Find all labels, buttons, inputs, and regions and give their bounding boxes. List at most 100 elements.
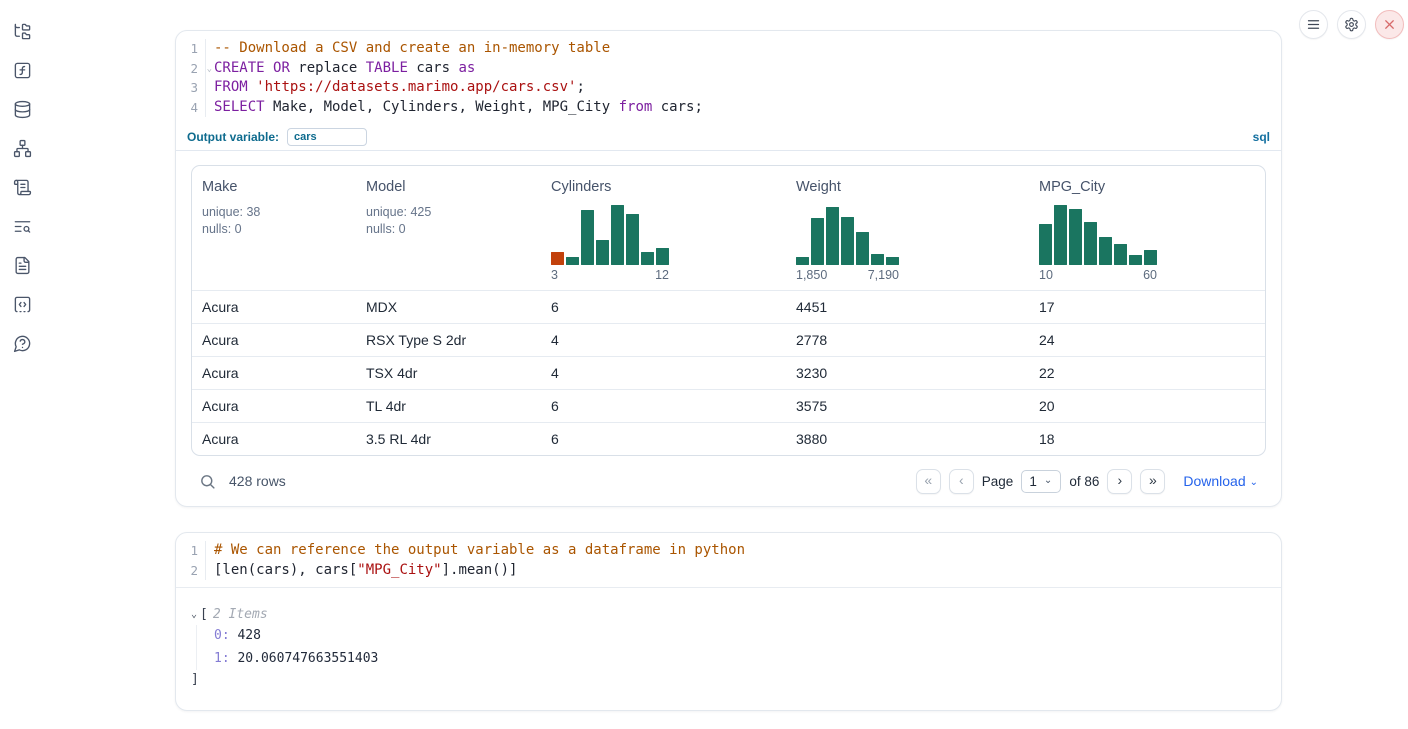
histogram-bar bbox=[1084, 222, 1097, 265]
histogram-bar bbox=[886, 257, 899, 265]
histogram-bar bbox=[856, 232, 869, 265]
page-select-value: 1 bbox=[1029, 474, 1037, 489]
code-line[interactable]: 4SELECT Make, Model, Cylinders, Weight, … bbox=[176, 98, 1281, 118]
column-header-cylinders[interactable]: Cylinders312 bbox=[541, 166, 786, 290]
snippets-icon[interactable] bbox=[11, 293, 33, 315]
column-title: Cylinders bbox=[551, 179, 776, 195]
table-row[interactable]: AcuraMDX6445117 bbox=[192, 290, 1265, 323]
table-cell: 3.5 RL 4dr bbox=[356, 431, 541, 447]
documentation-icon[interactable] bbox=[11, 254, 33, 276]
database-icon[interactable] bbox=[11, 98, 33, 120]
next-page-button[interactable]: › bbox=[1107, 469, 1132, 494]
table-row[interactable]: AcuraRSX Type S 2dr4277824 bbox=[192, 323, 1265, 356]
sql-cell: 1-- Download a CSV and create an in-memo… bbox=[175, 30, 1282, 507]
dependency-graph-icon[interactable] bbox=[11, 137, 33, 159]
table-row[interactable]: Acura3.5 RL 4dr6388018 bbox=[192, 422, 1265, 455]
cell-meta-row: Output variable: sql bbox=[176, 124, 1281, 151]
histogram-bar bbox=[551, 252, 564, 265]
column-stats: unique: 425nulls: 0 bbox=[366, 204, 531, 238]
function-icon[interactable] bbox=[11, 59, 33, 81]
column-title: Weight bbox=[796, 179, 1019, 195]
line-number: 3 bbox=[176, 78, 206, 98]
table-cell: Acura bbox=[192, 431, 356, 447]
output-variable-input[interactable] bbox=[287, 128, 367, 146]
table-row[interactable]: AcuraTSX 4dr4323022 bbox=[192, 356, 1265, 389]
column-header-weight[interactable]: Weight 1,8507,190 bbox=[786, 166, 1029, 290]
tree-open-bracket: [ bbox=[200, 604, 208, 625]
fold-chevron-icon[interactable]: ⌄ bbox=[207, 60, 212, 80]
code-line[interactable]: 2⌄CREATE OR replace TABLE cars as bbox=[176, 59, 1281, 79]
page-select[interactable]: 1 ⌄ bbox=[1021, 470, 1061, 493]
python-editor[interactable]: 1# We can reference the output variable … bbox=[176, 533, 1281, 587]
histogram-bar bbox=[581, 210, 594, 265]
column-header-model[interactable]: Model unique: 425nulls: 0 bbox=[356, 166, 541, 290]
table-cell: 17 bbox=[1029, 299, 1265, 315]
tree-item-key: 1: bbox=[214, 651, 237, 666]
table-cell: Acura bbox=[192, 299, 356, 315]
prev-page-button[interactable]: ‹ bbox=[949, 469, 974, 494]
first-page-button[interactable]: « bbox=[916, 469, 941, 494]
table-cell: 4451 bbox=[786, 299, 1029, 315]
collapse-chevron-icon[interactable]: ⌄ bbox=[191, 604, 197, 625]
column-title: Model bbox=[366, 179, 531, 195]
last-page-button[interactable]: » bbox=[1140, 469, 1165, 494]
histogram-bar bbox=[1069, 209, 1082, 265]
list-search-icon[interactable] bbox=[11, 215, 33, 237]
tree-entries: 0: 4281: 20.060747663551403 bbox=[196, 625, 1266, 670]
table-cell: Acura bbox=[192, 365, 356, 381]
table-footer: 428 rows « ‹ Page 1 ⌄ of 86 › » Download… bbox=[191, 456, 1266, 506]
table-row[interactable]: AcuraTL 4dr6357520 bbox=[192, 389, 1265, 422]
column-stat: nulls: 0 bbox=[366, 221, 531, 238]
code-line[interactable]: 1# We can reference the output variable … bbox=[176, 541, 1281, 561]
histogram-bar bbox=[641, 252, 654, 265]
tree-item: 1: 20.060747663551403 bbox=[214, 648, 1266, 671]
histogram-bar bbox=[826, 207, 839, 265]
line-number: 1 bbox=[176, 39, 206, 59]
row-count: 428 rows bbox=[229, 473, 286, 489]
logs-icon[interactable] bbox=[11, 176, 33, 198]
histogram-bar bbox=[811, 218, 824, 265]
download-button[interactable]: Download ⌄ bbox=[1183, 473, 1258, 489]
table-cell: 18 bbox=[1029, 431, 1265, 447]
sql-editor[interactable]: 1-- Download a CSV and create an in-memo… bbox=[176, 31, 1281, 124]
data-table: Makeunique: 38nulls: 0 Model unique: 425nu… bbox=[191, 165, 1266, 456]
histogram-bar bbox=[796, 257, 809, 265]
page-total-label: of 86 bbox=[1069, 474, 1099, 489]
line-number: 2 bbox=[176, 561, 206, 581]
histogram-bar bbox=[1129, 255, 1142, 265]
menu-icon[interactable] bbox=[1299, 10, 1328, 39]
histogram-bar bbox=[1099, 237, 1112, 265]
table-cell: 20 bbox=[1029, 398, 1265, 414]
histogram-bar bbox=[626, 214, 639, 265]
help-icon[interactable] bbox=[11, 332, 33, 354]
histogram-bar bbox=[1144, 250, 1157, 265]
code-line[interactable]: 3FROM 'https://datasets.marimo.app/cars.… bbox=[176, 78, 1281, 98]
column-header-make[interactable]: Makeunique: 38nulls: 0 bbox=[192, 166, 356, 290]
file-tree-icon[interactable] bbox=[11, 20, 33, 42]
code-text: SELECT Make, Model, Cylinders, Weight, M… bbox=[206, 98, 703, 118]
axis-label: 3 bbox=[551, 268, 558, 282]
gear-icon[interactable] bbox=[1337, 10, 1366, 39]
histogram-bar bbox=[611, 205, 624, 265]
code-line[interactable]: 2[len(cars), cars["MPG_City"].mean()] bbox=[176, 561, 1281, 581]
table-cell: 4 bbox=[541, 365, 786, 381]
table-cell: 4 bbox=[541, 332, 786, 348]
tree-item-value: 20.060747663551403 bbox=[237, 651, 378, 666]
column-histogram: 1060 bbox=[1039, 203, 1255, 282]
histogram bbox=[1039, 203, 1255, 265]
histogram-axis-labels: 1,8507,190 bbox=[796, 268, 899, 282]
search-icon[interactable] bbox=[199, 473, 216, 490]
column-stats: unique: 38nulls: 0 bbox=[202, 204, 346, 238]
close-icon[interactable] bbox=[1375, 10, 1404, 39]
histogram-bar bbox=[1114, 244, 1127, 265]
table-cell: 6 bbox=[541, 431, 786, 447]
sql-output: Makeunique: 38nulls: 0 Model unique: 425nu… bbox=[176, 151, 1281, 506]
column-header-mpg_city[interactable]: MPG_City1060 bbox=[1029, 166, 1265, 290]
tree-item-value: 428 bbox=[237, 628, 260, 643]
code-line[interactable]: 1-- Download a CSV and create an in-memo… bbox=[176, 39, 1281, 59]
tree-close-bracket: ] bbox=[191, 670, 1266, 690]
histogram bbox=[551, 203, 776, 265]
histogram-bar bbox=[656, 248, 669, 265]
table-cell: RSX Type S 2dr bbox=[356, 332, 541, 348]
code-text: # We can reference the output variable a… bbox=[206, 541, 745, 561]
